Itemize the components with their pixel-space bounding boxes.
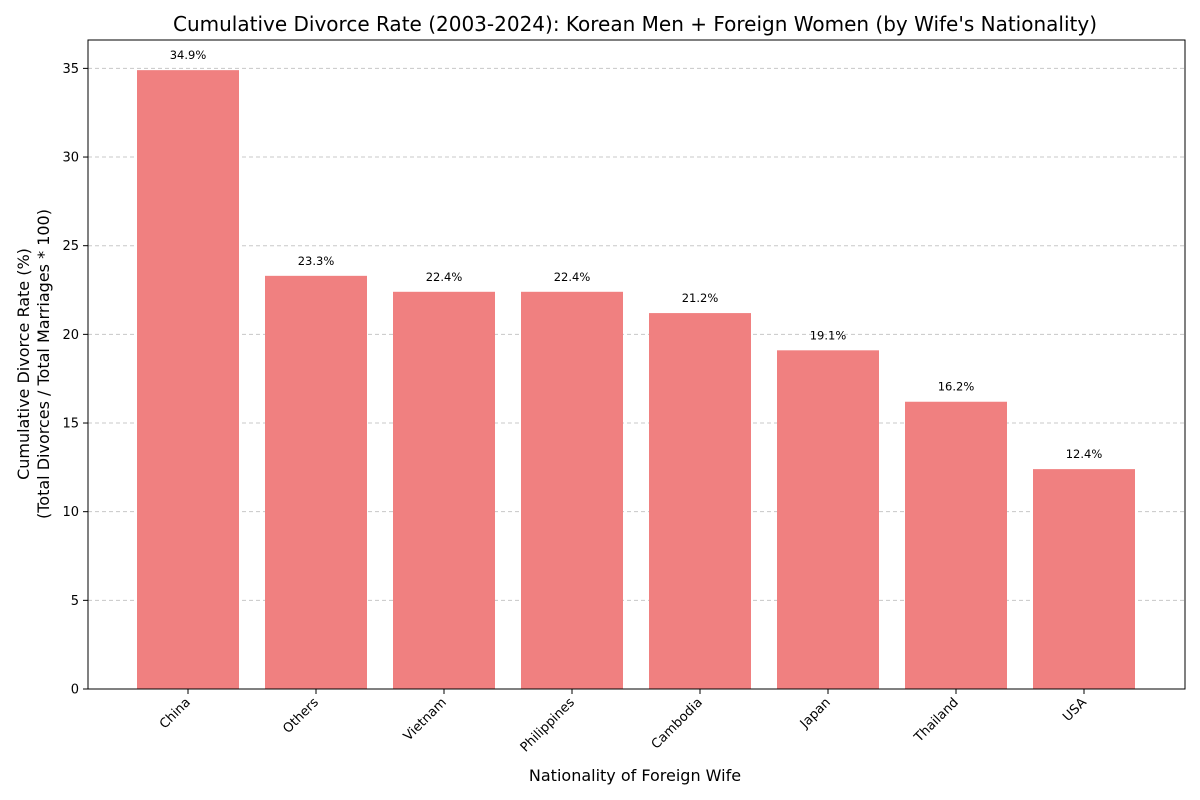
bar-others [265, 275, 367, 689]
y-axis-label-line-1: Cumulative Divorce Rate (%) [14, 248, 33, 480]
chart-title: Cumulative Divorce Rate (2003-2024): Kor… [173, 12, 1097, 36]
y-tick-label: 30 [62, 151, 79, 166]
data-label: 22.4% [554, 270, 591, 284]
y-tick-label: 0 [71, 683, 79, 698]
bars [137, 70, 1135, 690]
data-label: 19.1% [810, 328, 847, 342]
y-axis-label-line-2: (Total Divorces / Total Marriages * 100) [34, 209, 53, 519]
x-axis-label: Nationality of Foreign Wife [529, 766, 741, 785]
x-tick-label: Thailand [911, 695, 962, 746]
plot-frame [87, 39, 1186, 690]
x-tick-label: Cambodia [649, 695, 706, 752]
grid-lines [88, 67, 1185, 601]
data-label: 21.2% [682, 291, 719, 305]
y-tick-label: 20 [62, 328, 79, 343]
y-tick-label: 25 [62, 239, 79, 254]
data-label: 22.4% [426, 270, 463, 284]
y-axis-label: Cumulative Divorce Rate (%) (Total Divor… [14, 209, 53, 519]
data-label: 23.3% [298, 254, 335, 268]
bar-japan [777, 350, 879, 689]
y-tick-label: 10 [62, 505, 79, 520]
bar-vietnam [393, 291, 495, 689]
x-tick-label: Vietnam [401, 695, 450, 744]
x-tick-label: Philippines [518, 695, 578, 755]
y-tick-label: 15 [62, 417, 79, 432]
bar-cambodia [649, 313, 751, 689]
x-tick-label: USA [1060, 695, 1090, 725]
bar-philippines [521, 291, 623, 689]
y-tick-label: 35 [62, 62, 79, 77]
data-label: 12.4% [1066, 447, 1103, 461]
y-tick-label: 5 [71, 594, 79, 609]
x-tick-label: China [157, 695, 194, 732]
x-tick-label: Japan [797, 695, 834, 732]
data-label: 16.2% [938, 380, 975, 394]
data-labels: 34.9% 23.3% 22.4% 22.4% 21.2% 19.1% 16.2% 12.4% [170, 48, 1103, 461]
bar-usa [1033, 469, 1135, 689]
bar-china [137, 70, 239, 690]
bar-thailand [905, 401, 1007, 689]
x-tick-label: Others [280, 695, 322, 737]
data-label: 34.9% [170, 48, 207, 62]
